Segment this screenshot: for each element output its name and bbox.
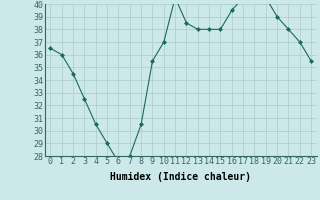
- X-axis label: Humidex (Indice chaleur): Humidex (Indice chaleur): [110, 172, 251, 182]
